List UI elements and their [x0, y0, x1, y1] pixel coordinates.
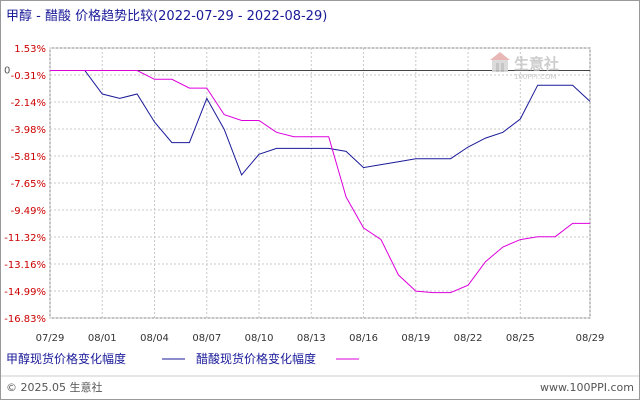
x-tick-label: 07/29 — [36, 333, 65, 344]
watermark-url: 100PPI.COM — [514, 73, 557, 81]
grid-lines — [49, 47, 591, 319]
series-line-methanol — [50, 70, 591, 176]
x-tick-label: 08/29 — [576, 333, 605, 344]
legend: 甲醇现货价格变化幅度 醋酸现货价格变化幅度 — [6, 351, 359, 366]
y-tick-label: -11.32% — [4, 233, 46, 244]
watermark-brand: 生意社 — [514, 55, 559, 73]
zero-label: 0 — [4, 66, 10, 77]
x-tick-label: 08/07 — [192, 333, 221, 344]
x-tick-label: 08/01 — [88, 333, 117, 344]
y-tick-label: -9.49% — [11, 206, 46, 217]
watermark: 生意社 100PPI.COM — [490, 52, 559, 81]
y-tick-label: -5.81% — [11, 152, 46, 163]
y-tick-label: -16.83% — [4, 314, 46, 325]
footer-website: www.100PPI.com — [540, 381, 634, 394]
x-tick-label: 08/16 — [349, 333, 378, 344]
x-tick-label: 08/04 — [140, 333, 169, 344]
x-tick-label: 08/13 — [297, 333, 326, 344]
y-tick-label: -2.14% — [11, 98, 46, 109]
series-lines — [50, 70, 591, 294]
y-tick-label: -13.16% — [4, 260, 46, 271]
legend-label-methanol: 甲醇现货价格变化幅度 — [6, 351, 126, 366]
footer-copyright: © 2025.05 生意社 — [6, 380, 102, 394]
y-tick-label: 1.53% — [14, 44, 46, 55]
y-tick-label: -3.98% — [11, 125, 46, 136]
x-tick-label: 08/19 — [401, 333, 430, 344]
y-tick-label: -7.65% — [11, 179, 46, 190]
y-tick-label: -14.99% — [4, 287, 46, 298]
watermark-logo-icon — [490, 52, 510, 72]
y-axis-ticks: 1.53% -0.31% -2.14% -3.98% -5.81% -7.65% -9.49… — [4, 44, 46, 325]
x-tick-label: 08/10 — [245, 333, 274, 344]
x-tick-label: 08/22 — [454, 333, 483, 344]
x-axis-ticks: 07/29 08/01 08/04 08/07 08/10 08/13 08/16 08/19… — [36, 333, 605, 344]
legend-label-acetic: 醋酸现货价格变化幅度 — [196, 351, 316, 366]
y-tick-label: -0.31% — [11, 71, 46, 82]
x-tick-label: 08/25 — [506, 333, 535, 344]
chart-title: 甲醇 - 醋酸 价格趋势比较(2022-07-29 - 2022-08-29) — [6, 8, 327, 24]
series-line-acetic — [50, 70, 590, 294]
